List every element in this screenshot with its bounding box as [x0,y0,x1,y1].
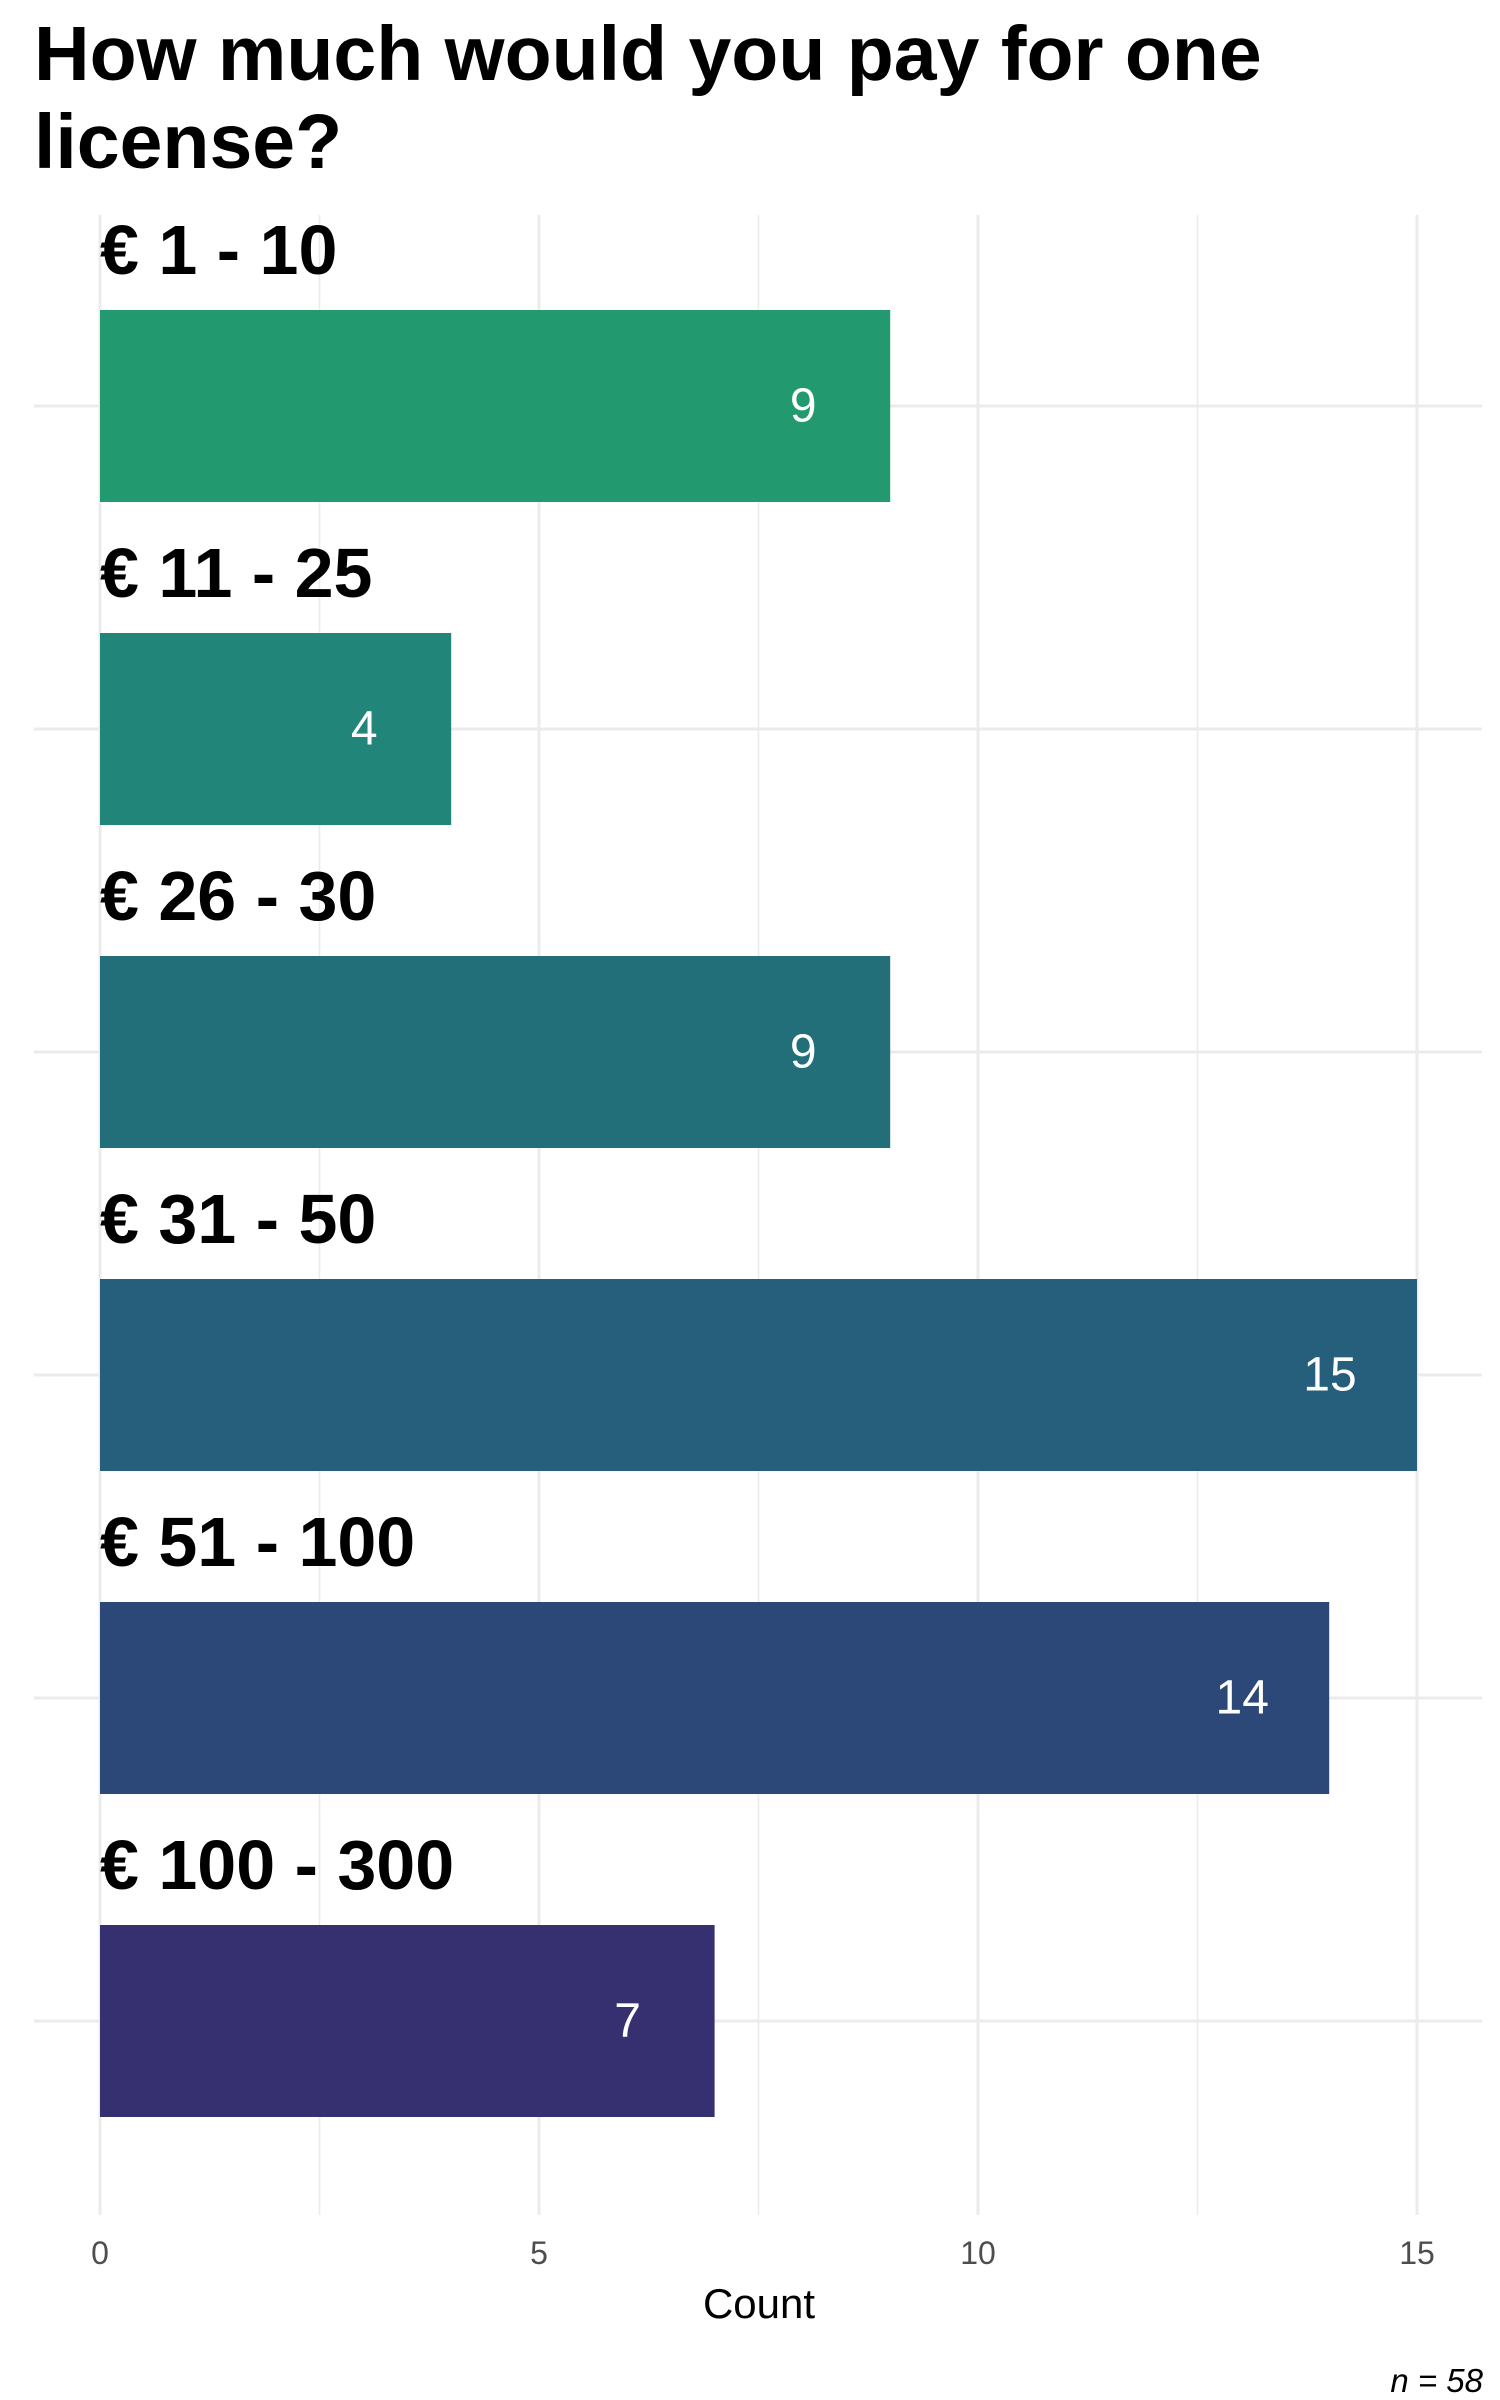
bar-value-label: 9 [790,380,817,433]
sample-size-caption: n = 58 [1390,2362,1483,2399]
bar-value-label: 14 [1216,1672,1269,1725]
x-tick-label: 5 [530,2235,548,2271]
category-label: € 51 - 100 [100,1503,415,1581]
category-label: € 26 - 30 [100,857,376,935]
x-axis-title: Count [703,2280,815,2327]
bar [100,1602,1330,1794]
chart-title: How much would you pay for one license? [34,11,1262,185]
bar-value-label: 9 [790,1026,817,1079]
bar-value-label: 4 [351,703,378,756]
category-label: € 100 - 300 [100,1826,454,1904]
category-label: € 1 - 10 [100,211,337,289]
bar [100,1279,1417,1471]
bar [100,1925,715,2117]
bar [100,633,452,825]
bar-value-label: 15 [1303,1349,1356,1402]
x-tick-label: 15 [1399,2235,1435,2271]
bar [100,310,891,502]
x-axis-ticks: 0 5 10 15 [91,2235,1435,2271]
x-tick-label: 0 [91,2235,109,2271]
bar-value-label: 7 [614,1995,641,2048]
category-label: € 31 - 50 [100,1180,376,1258]
bar [100,956,891,1148]
x-tick-label: 10 [960,2235,996,2271]
bars: € 1 - 10 9 € 11 - 25 4 € 26 - 30 9 € 31 - 50 15… [100,211,1417,2117]
category-label: € 11 - 25 [100,534,372,612]
